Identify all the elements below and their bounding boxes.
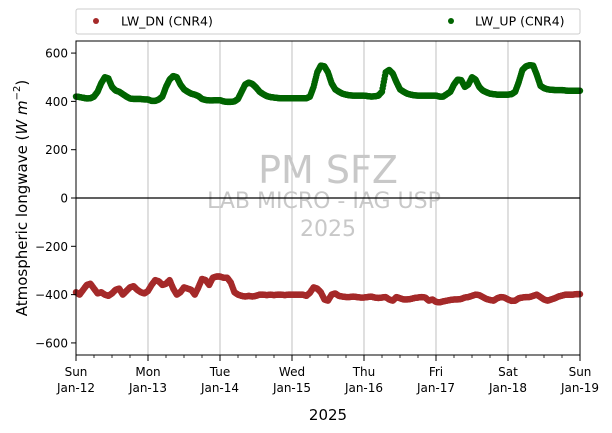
y-axis-title: Atmospheric longwave (W m−2): [12, 80, 31, 316]
x-tick-label-date: Jan-15: [272, 381, 311, 395]
watermark-line1: LAB MICRO - IAG USP: [207, 189, 441, 214]
series-lw-dn: [72, 273, 584, 306]
x-tick-label-date: Jan-13: [128, 381, 167, 395]
x-tick-label-day: Sat: [498, 365, 518, 379]
x-tick-label-date: Jan-17: [416, 381, 455, 395]
x-tick-label-day: Thu: [352, 365, 376, 379]
x-tick-label-date: Jan-14: [200, 381, 239, 395]
y-tick-label: 600: [45, 47, 68, 61]
x-axis-title: 2025: [309, 406, 347, 424]
y-tick-label: 0: [60, 192, 68, 206]
y-tick-label: −600: [35, 336, 68, 350]
x-tick-label-date: Jan-16: [344, 381, 383, 395]
x-tick-label-day: Fri: [429, 365, 443, 379]
watermark: PM SFZ LAB MICRO - IAG USP 2025: [207, 148, 441, 242]
x-tick-label-day: Mon: [135, 365, 160, 379]
watermark-title: PM SFZ: [258, 148, 398, 192]
legend-marker-lw-dn: [93, 18, 99, 24]
series-layer: [72, 61, 584, 306]
y-tick-label: 200: [45, 143, 68, 157]
x-tick-label-day: Tue: [209, 365, 231, 379]
y-axis-title-main: Atmospheric longwave (: [13, 135, 31, 317]
x-tick-label-day: Wed: [279, 365, 305, 379]
x-tick-label-day: Sun: [65, 365, 88, 379]
watermark-line2: 2025: [300, 217, 356, 242]
x-tick-label-date: Jan-18: [488, 381, 527, 395]
x-tick-label-date: Jan-19: [560, 381, 599, 395]
series-lw-up: [72, 61, 584, 106]
y-tick-label: 400: [45, 95, 68, 109]
legend: LW_DN (CNR4) LW_UP (CNR4): [75, 8, 581, 35]
y-axis-title-exp: −2: [12, 86, 23, 101]
y-tick-label: −400: [35, 288, 68, 302]
y-tick-label: −200: [35, 240, 68, 254]
legend-label-lw-up: LW_UP (CNR4): [475, 14, 565, 29]
x-tick-label-date: Jan-12: [56, 381, 95, 395]
y-axis-title-unit: W m: [13, 100, 31, 134]
x-ticks: Sun Jan-12 Mon Jan-13 Tue Jan-14 Wed Jan-15 Thu J…: [56, 355, 599, 395]
legend-frame: [75, 8, 581, 35]
y-ticks: 600 400 200 0 −200 −400 −600: [35, 47, 76, 350]
y-axis-title-close: ): [13, 80, 31, 86]
legend-marker-lw-up: [448, 18, 454, 24]
legend-label-lw-dn: LW_DN (CNR4): [121, 14, 213, 29]
x-tick-label-day: Sun: [569, 365, 592, 379]
